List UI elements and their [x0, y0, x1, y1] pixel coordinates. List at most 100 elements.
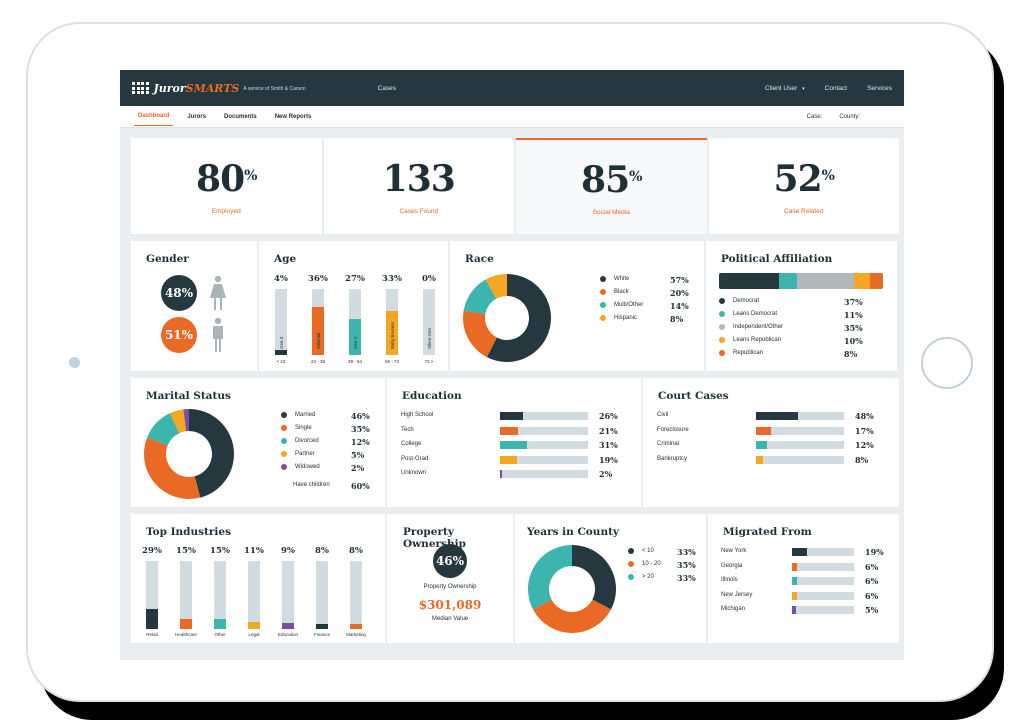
legend-dot-icon — [719, 350, 725, 356]
legend-dot-icon — [281, 451, 287, 457]
education-card: Education High School 26% Tech 21% College 31… — [387, 378, 641, 507]
industry-bar — [350, 561, 362, 629]
legend-label: 10 - 20 — [642, 561, 661, 567]
median-label: Median Value — [431, 616, 469, 622]
legend-value: 8% — [844, 349, 858, 359]
legend-value: 35% — [677, 560, 696, 570]
female-pct-badge: 48% — [161, 275, 197, 311]
bar-value: 19% — [865, 547, 884, 557]
bar-value: 31% — [599, 440, 618, 450]
tab-dashboard[interactable]: Dashboard — [134, 107, 174, 126]
bar-fill — [756, 412, 799, 420]
nav-services[interactable]: Services — [867, 84, 892, 92]
bar-track — [792, 562, 854, 571]
legend-label: Single — [295, 425, 312, 431]
industry-pct: 29% — [142, 546, 162, 556]
bar-label: High School — [401, 412, 434, 418]
county-filter[interactable]: County: — [839, 113, 860, 120]
industry-label: Marketing — [346, 632, 366, 637]
user-menu[interactable]: Client User ▾ — [764, 84, 805, 92]
bar-track — [756, 441, 844, 449]
nav-contact[interactable]: Contact — [824, 84, 848, 92]
stat-label: Case Related — [784, 207, 824, 215]
bar-fill — [792, 591, 797, 600]
bar-fill — [792, 562, 797, 571]
bar-value: 5% — [865, 605, 879, 615]
app-screen: JurorSMARTS A service of Smith & Carson … — [120, 70, 904, 660]
legend-value: 33% — [677, 547, 696, 557]
stat-social-media[interactable]: 85% Social Media — [516, 138, 707, 234]
bar-label: Tech — [401, 426, 414, 433]
bar-label: Foreclosure — [657, 426, 689, 433]
brand-logo[interactable]: JurorSMARTS — [153, 81, 240, 95]
legend-item: < 10 — [628, 548, 654, 554]
bar-value: 17% — [855, 425, 874, 436]
legend-item: Black — [600, 289, 629, 295]
stat-case-related[interactable]: 52% Case Related — [708, 138, 899, 234]
years-card: Years in County < 10 33% 10 - 20 35% > 20 33% — [515, 514, 706, 643]
stat-employed[interactable]: 80% Employed — [131, 138, 322, 234]
industry-label: Other — [214, 632, 226, 637]
industry-bar — [282, 561, 294, 629]
age-range: 73 > — [424, 359, 434, 364]
age-pct: 4% — [274, 274, 288, 284]
age-bar-fill — [275, 349, 287, 355]
bar-track — [756, 455, 844, 464]
legend-label: Leans Democrat — [733, 311, 778, 317]
legend-label: Hispanic — [614, 315, 638, 321]
bar-label: Bankruptcy — [657, 455, 688, 462]
industry-pct: 11% — [244, 546, 264, 556]
tab-new-reports[interactable]: New Reports — [274, 113, 312, 120]
age-bar — [349, 289, 361, 355]
stat-value: 52% — [773, 157, 835, 200]
donut-slice-hispanic — [485, 274, 507, 299]
bar-track — [500, 426, 588, 435]
bar-track — [500, 441, 588, 449]
tab-documents[interactable]: Documents — [224, 113, 257, 120]
age-bar — [386, 289, 398, 355]
legend-label: Black — [614, 289, 629, 295]
home-button[interactable] — [921, 337, 973, 389]
age-bar — [275, 289, 287, 355]
card-title: Migrated From — [723, 526, 812, 538]
legend-label: Leans Republican — [733, 337, 782, 343]
card-title: Years in County — [527, 526, 620, 538]
bar-label: New York — [721, 548, 747, 554]
legend-label: > 20 — [642, 574, 654, 580]
case-filter[interactable]: Case: — [806, 113, 823, 120]
marital-card: Marital Status Married 46% Single 35% Divorc… — [131, 378, 385, 507]
stat-cases-found[interactable]: 133 Cases Found — [323, 138, 514, 234]
legend-item: Multi/Other — [600, 302, 643, 308]
tab-jurors[interactable]: Jurors — [187, 113, 207, 120]
sub-nav: Dashboard Jurors Documents New Reports C… — [120, 106, 904, 128]
stat-value: 133 — [382, 157, 456, 200]
nav-cases[interactable]: Cases — [377, 84, 397, 92]
donut-slice-single — [144, 437, 201, 499]
legend-value: 5% — [351, 450, 365, 460]
legend-label: Partner — [295, 451, 315, 457]
bar-fill — [500, 426, 519, 435]
bar-value: 26% — [599, 411, 618, 421]
bar-value: 21% — [599, 425, 618, 436]
bar-track — [500, 412, 588, 420]
age-bar-fill — [349, 319, 361, 355]
stat-label: Social Media — [592, 208, 630, 216]
brand-tagline: A service of Smith & Carson — [243, 86, 306, 92]
age-range: < 23 — [276, 359, 286, 364]
industry-pct: 8% — [349, 546, 363, 556]
children-pct: 60% — [351, 481, 370, 491]
political-segment — [779, 273, 797, 289]
children-label: Have children — [293, 482, 330, 488]
bar-fill — [500, 441, 528, 449]
property-label: Property Ownership — [423, 584, 477, 590]
industry-bar-fill — [282, 622, 294, 629]
female-icon — [210, 275, 226, 310]
bar-label: New Jersey — [721, 591, 753, 598]
donut-slice-white — [486, 274, 551, 362]
bar-label: College — [401, 441, 422, 447]
median-value: $301,089 — [418, 598, 482, 612]
industry-bar-fill — [180, 618, 192, 629]
legend-item: 10 - 20 — [628, 561, 661, 567]
bar-label: Michigan — [721, 606, 746, 612]
bar-value: 19% — [599, 454, 618, 465]
